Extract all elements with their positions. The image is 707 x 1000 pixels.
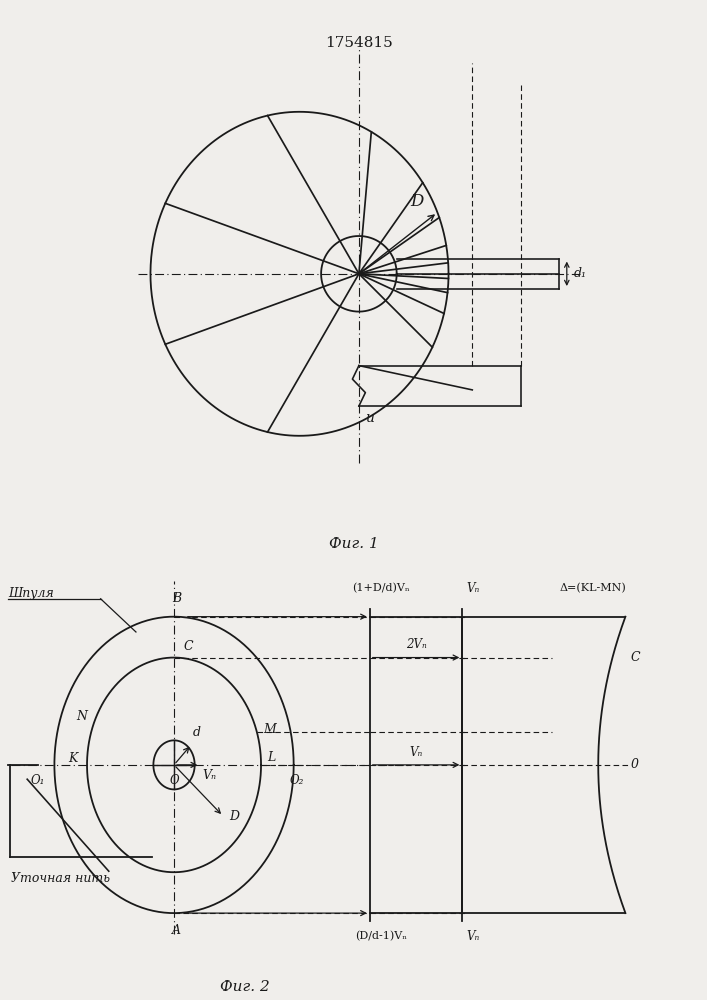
Text: M: M bbox=[263, 723, 276, 736]
Text: B: B bbox=[173, 592, 181, 605]
Text: Vₙ: Vₙ bbox=[202, 769, 216, 782]
Text: O₂: O₂ bbox=[289, 774, 303, 787]
Text: K: K bbox=[68, 752, 77, 765]
Text: A: A bbox=[173, 924, 181, 937]
Text: Фиг. 2: Фиг. 2 bbox=[220, 980, 269, 994]
Text: d: d bbox=[193, 726, 201, 739]
Text: O: O bbox=[169, 774, 179, 787]
Text: d₁: d₁ bbox=[573, 267, 586, 280]
Text: 1754815: 1754815 bbox=[325, 36, 393, 50]
Text: Шпуля: Шпуля bbox=[8, 587, 54, 600]
Text: u: u bbox=[366, 412, 374, 426]
Text: Vₙ: Vₙ bbox=[467, 582, 480, 595]
Text: Фиг. 1: Фиг. 1 bbox=[329, 537, 378, 551]
Text: C: C bbox=[184, 640, 194, 653]
Text: Vₙ: Vₙ bbox=[409, 746, 423, 759]
Text: O₁: O₁ bbox=[31, 774, 45, 787]
Text: Δ=(KL-MN): Δ=(KL-MN) bbox=[559, 583, 626, 594]
Text: N: N bbox=[76, 710, 87, 723]
Text: Уточная нить: Уточная нить bbox=[11, 872, 110, 885]
Text: L: L bbox=[267, 751, 276, 764]
Text: D: D bbox=[411, 193, 424, 210]
Text: (D/d-1)Vₙ: (D/d-1)Vₙ bbox=[355, 931, 407, 941]
Text: 2Vₙ: 2Vₙ bbox=[406, 638, 426, 651]
Text: D: D bbox=[230, 810, 240, 823]
Text: (1+D/d)Vₙ: (1+D/d)Vₙ bbox=[352, 583, 409, 594]
Text: 0: 0 bbox=[631, 758, 639, 771]
Text: Vₙ: Vₙ bbox=[467, 930, 480, 943]
Text: C: C bbox=[631, 651, 641, 664]
